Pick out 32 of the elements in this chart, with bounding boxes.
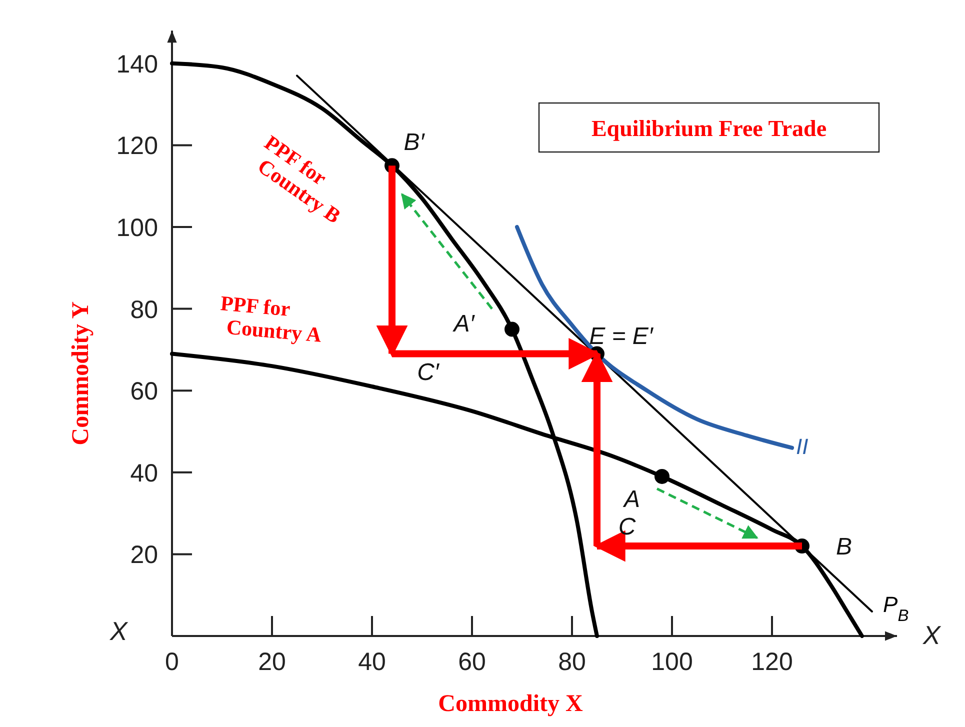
y-tick-label: 140 [116,50,158,78]
annotation: A [622,486,640,513]
line-series [515,225,794,450]
y-tick-label: 120 [116,132,158,160]
text: Equilibrium Free Trade [591,116,827,141]
x-tick-label: 0 [165,648,179,676]
point [654,468,670,484]
series-label: II [796,434,808,459]
annotation: C′ [417,359,440,386]
annotation: E = E′ [589,323,654,350]
annotation: C [618,513,636,540]
annotation: B′ [404,128,426,156]
series-label: PPF for Country A [220,291,324,348]
series-label: P$_{B}$ [883,592,909,625]
y-tick-label: 60 [130,378,158,406]
text: X [109,616,129,646]
x-tick-label: 40 [358,648,386,676]
y-tick-label: 40 [130,459,158,488]
point [504,322,520,337]
y-tick-label: 20 [130,541,158,570]
x-tick-label: 20 [258,648,286,676]
y-tick-label: 80 [130,296,158,324]
x-axis-title: Commodity X [438,691,584,717]
text: X [922,620,942,650]
x-tick-label: 120 [751,648,793,676]
x-tick-label: 80 [558,648,586,676]
y-axis-title: Commodity Y [68,301,94,446]
annotation: A′ [452,310,476,338]
x-tick-label: 100 [651,648,693,676]
annotation: B [836,533,852,560]
x-tick-label: 60 [458,648,486,676]
y-tick-label: 100 [116,214,158,242]
